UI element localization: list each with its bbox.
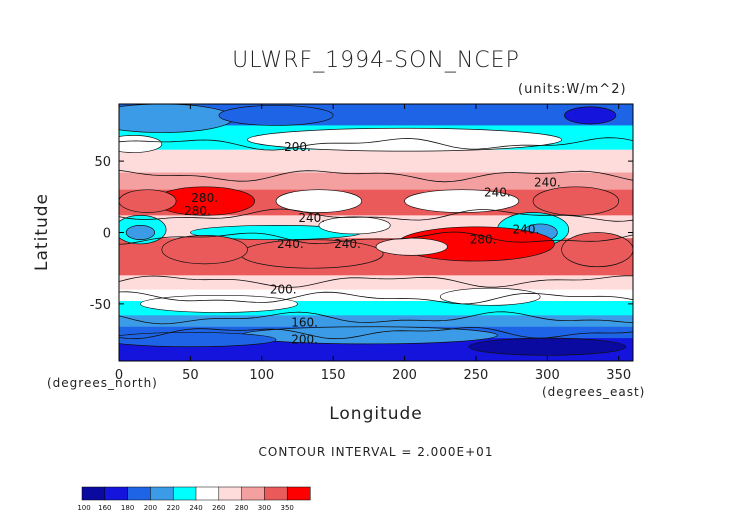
colorbar-label: 350 (281, 504, 294, 512)
contour-interval-note: CONTOUR INTERVAL = 2.000E+01 (258, 445, 494, 459)
contour-region (404, 189, 520, 213)
contour-line (119, 311, 633, 325)
colorbar-label: 260 (212, 504, 225, 512)
x-axis-label: Longitude (329, 404, 423, 424)
colorbar-label: 240 (189, 504, 202, 512)
zonal-band (119, 289, 633, 302)
zonal-band (119, 275, 633, 291)
x-axis-label-wrap: Longitude (0, 404, 752, 424)
y-tick-label: 0 (103, 227, 111, 242)
colorbar-label: 280 (235, 504, 248, 512)
colorbar-label: 160 (98, 504, 111, 512)
colorbar-swatch (127, 486, 151, 501)
x-tick-label: 150 (321, 368, 346, 383)
y-axis-label: Latitude (32, 193, 52, 271)
x-tick-label: 200 (392, 368, 417, 383)
x-tick-label: 300 (535, 368, 560, 383)
contour-label: 240. (334, 237, 361, 251)
colorbar-swatch (104, 486, 129, 501)
contour-region (119, 104, 234, 133)
x-tick-label: 0 (115, 368, 123, 383)
contour-region (161, 235, 248, 265)
y-tick-label: -50 (90, 298, 111, 313)
contour-label: 240. (277, 237, 304, 251)
contour-region (119, 135, 163, 153)
contour-region (125, 225, 156, 240)
contour-region (468, 337, 627, 356)
contour-region (218, 105, 334, 126)
contour-label: 240. (298, 211, 325, 225)
colorbar-swatch (81, 486, 106, 501)
units-label: (units:W/m^2) (518, 82, 627, 97)
contour-line (119, 169, 633, 183)
contour-label: 240. (484, 186, 511, 200)
contour-label: 280. (184, 204, 211, 218)
zonal-band (119, 226, 633, 239)
colorbar-label: 200 (144, 504, 157, 512)
contour-region (318, 216, 391, 235)
contour-line (119, 275, 633, 288)
contour-label: 200. (284, 140, 311, 154)
colorbar-label: 300 (258, 504, 271, 512)
contour-label: 280. (470, 233, 497, 247)
contour-label: 160. (291, 315, 318, 329)
contour-label: 240. (513, 223, 540, 237)
x-tick-label: 350 (606, 368, 631, 383)
contour-region (564, 106, 617, 125)
colorbar-label: 100 (77, 504, 90, 512)
x-unit-label: (degrees_east) (542, 385, 646, 399)
contour-line (119, 326, 633, 340)
contour-label: 200. (270, 283, 297, 297)
contour-region (532, 186, 620, 216)
colorbar-swatch (286, 486, 311, 501)
contour-label: 280. (191, 191, 218, 205)
colorbar-swatch (172, 486, 197, 501)
zonal-band (119, 149, 633, 174)
contour-region (375, 237, 448, 256)
contour-region (275, 189, 363, 213)
colorbar-swatch (218, 486, 243, 501)
colorbar-swatch (241, 486, 265, 501)
y-unit-label: (degrees_north) (47, 376, 158, 390)
colorbar-label: 220 (167, 504, 180, 512)
x-tick-label: 250 (464, 368, 489, 383)
contour-line (119, 137, 633, 151)
x-tick-label: 50 (182, 368, 199, 383)
contour-region (439, 287, 541, 306)
colorbar-swatch (150, 486, 174, 501)
zonal-band (119, 172, 633, 191)
x-tick-label: 100 (249, 368, 274, 383)
contour-label: 200. (291, 333, 318, 347)
contour-region (119, 189, 177, 213)
chart-title: ULWRF_1994-SON_NCEP (232, 48, 520, 73)
contour-label: 240. (534, 176, 561, 190)
zonal-band (119, 315, 633, 328)
colorbar-label: 180 (121, 504, 134, 512)
y-tick-label: 50 (94, 155, 111, 170)
contour-line (119, 231, 633, 245)
colorbar-swatch (195, 486, 220, 501)
contour-line (119, 291, 633, 305)
contour-region (119, 332, 277, 348)
contour-region (247, 127, 562, 152)
contour-region (140, 294, 298, 313)
contour-region (240, 239, 384, 269)
colorbar-swatch (264, 486, 288, 501)
contour-line (119, 208, 633, 222)
